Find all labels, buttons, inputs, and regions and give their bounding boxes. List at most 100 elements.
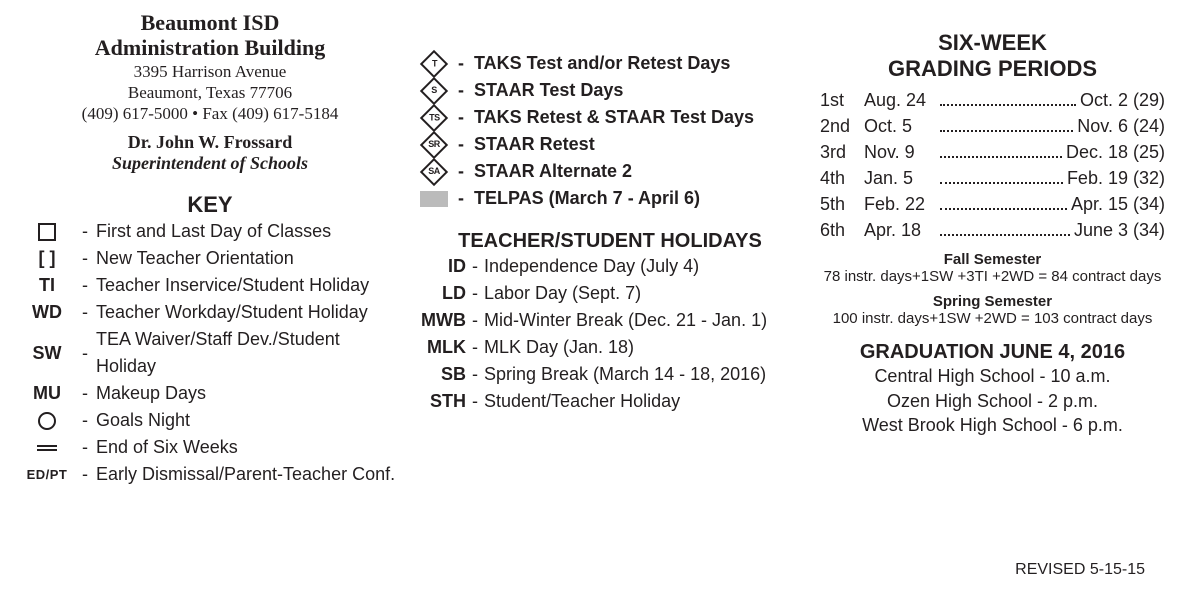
key-symbol: SW — [20, 341, 74, 365]
key-row: WD-Teacher Workday/Student Holiday — [20, 299, 400, 326]
legend-dash: - — [458, 158, 464, 185]
diamond-icon: T — [420, 49, 448, 77]
equals-icon — [37, 443, 57, 453]
holiday-desc: Independence Day (July 4) — [484, 253, 800, 280]
holiday-abbr: MLK — [420, 334, 466, 361]
key-dash: - — [82, 380, 88, 407]
holiday-desc: MLK Day (Jan. 18) — [484, 334, 800, 361]
graduation-list: Central High School - 10 a.m.Ozen High S… — [820, 364, 1165, 437]
key-desc: TEA Waiver/Staff Dev./Student Holiday — [96, 326, 400, 380]
diamond-letter: TS — [429, 111, 440, 125]
diamond-icon-wrap: SR — [420, 135, 448, 155]
legend-row: TS-TAKS Retest & STAAR Test Days — [420, 104, 800, 131]
holiday-abbr: SB — [420, 361, 466, 388]
holiday-desc: Student/Teacher Holiday — [484, 388, 800, 415]
city: Beaumont, Texas 77706 — [20, 82, 400, 103]
dot-leader-icon — [940, 90, 1076, 106]
holiday-row: LD - Labor Day (Sept. 7) — [420, 280, 800, 307]
period-row: 4thJan. 5 Feb. 19 (32) — [820, 165, 1165, 191]
key-row: ED/PT-Early Dismissal/Parent-Teacher Con… — [20, 461, 400, 488]
holiday-row: MWB - Mid-Winter Break (Dec. 21 - Jan. 1… — [420, 307, 800, 334]
holiday-list: ID - Independence Day (July 4)LD - Labor… — [420, 253, 800, 415]
legend-list: T-TAKS Test and/or Retest DaysS-STAAR Te… — [420, 50, 800, 185]
key-list: -First and Last Day of Classes[ ]-New Te… — [20, 218, 400, 488]
diamond-letter: T — [432, 57, 437, 71]
key-row: MU-Makeup Days — [20, 380, 400, 407]
legend-label: STAAR Test Days — [474, 77, 800, 104]
period-row: 2ndOct. 5 Nov. 6 (24) — [820, 113, 1165, 139]
period-end: Dec. 18 (25) — [1066, 139, 1165, 165]
period-ordinal: 2nd — [820, 113, 864, 139]
key-dash: - — [82, 461, 88, 488]
diamond-icon: SR — [420, 130, 448, 158]
graduation-line: West Brook High School - 6 p.m. — [820, 413, 1165, 437]
street: 3395 Harrison Avenue — [20, 61, 400, 82]
legend-label: STAAR Alternate 2 — [474, 158, 800, 185]
key-desc: Goals Night — [96, 407, 400, 434]
key-row: -Goals Night — [20, 407, 400, 434]
org-name: Beaumont ISD — [20, 10, 400, 35]
dot-leader-icon — [940, 220, 1070, 236]
key-symbol: [ ] — [20, 247, 74, 271]
period-ordinal: 5th — [820, 191, 864, 217]
diamond-icon: S — [420, 76, 448, 104]
key-row: [ ]-New Teacher Orientation — [20, 245, 400, 272]
key-row: -End of Six Weeks — [20, 434, 400, 461]
legend-dash: - — [458, 104, 464, 131]
key-symbol — [20, 436, 74, 460]
key-row: TI-Teacher Inservice/Student Holiday — [20, 272, 400, 299]
key-symbol: TI — [20, 274, 74, 298]
spring-semester-label: Spring Semester — [820, 293, 1165, 310]
period-end: Oct. 2 (29) — [1080, 87, 1165, 113]
holiday-row: STH - Student/Teacher Holiday — [420, 388, 800, 415]
layout-columns: Beaumont ISD Administration Building 339… — [20, 10, 1165, 488]
circle-icon — [38, 412, 56, 430]
period-ordinal: 6th — [820, 217, 864, 243]
period-start: Jan. 5 — [864, 165, 936, 191]
diamond-icon-wrap: SA — [420, 162, 448, 182]
holiday-dash: - — [472, 307, 478, 334]
key-dash: - — [82, 272, 88, 299]
revised-label: REVISED 5-15-15 — [1015, 561, 1145, 579]
key-dash: - — [82, 245, 88, 272]
key-row: -First and Last Day of Classes — [20, 218, 400, 245]
key-dash: - — [82, 218, 88, 245]
graduation-line: Ozen High School - 2 p.m. — [820, 389, 1165, 413]
diamond-letter: SR — [428, 138, 440, 152]
key-symbol: WD — [20, 301, 74, 325]
period-ordinal: 4th — [820, 165, 864, 191]
building-name: Administration Building — [20, 35, 400, 60]
period-row: 1stAug. 24Oct. 2 (29) — [820, 87, 1165, 113]
key-desc: Teacher Workday/Student Holiday — [96, 299, 400, 326]
period-row: 6thApr. 18June 3 (34) — [820, 217, 1165, 243]
holiday-dash: - — [472, 253, 478, 280]
period-end: Nov. 6 (24) — [1077, 113, 1165, 139]
diamond-letter: S — [431, 84, 437, 98]
key-symbol: MU — [20, 382, 74, 406]
holiday-desc: Labor Day (Sept. 7) — [484, 280, 800, 307]
key-heading: KEY — [20, 192, 400, 218]
superintendent-name: Dr. John W. Frossard — [20, 132, 400, 153]
dot-leader-icon — [940, 168, 1063, 184]
period-start: Oct. 5 — [864, 113, 936, 139]
key-dash: - — [82, 407, 88, 434]
square-icon — [38, 223, 56, 241]
legend-dash: - — [458, 131, 464, 158]
period-start: Feb. 22 — [864, 191, 936, 217]
period-end: Feb. 19 (32) — [1067, 165, 1165, 191]
key-desc: Teacher Inservice/Student Holiday — [96, 272, 400, 299]
holiday-desc: Mid-Winter Break (Dec. 21 - Jan. 1) — [484, 307, 800, 334]
diamond-icon-wrap: S — [420, 81, 448, 101]
holiday-dash: - — [472, 388, 478, 415]
periods-title-2: GRADING PERIODS — [820, 56, 1165, 82]
superintendent-title: Superintendent of Schools — [20, 153, 400, 174]
legend-label: STAAR Retest — [474, 131, 800, 158]
diamond-icon: TS — [420, 103, 448, 131]
legend-dash: - — [458, 50, 464, 77]
spring-semester-text: 100 instr. days+1SW +2WD = 103 contract … — [820, 310, 1165, 327]
period-end: June 3 (34) — [1074, 217, 1165, 243]
graduation-title: GRADUATION JUNE 4, 2016 — [820, 341, 1165, 364]
legend-dash: - — [458, 185, 464, 212]
telpas-label: TELPAS (March 7 - April 6) — [474, 185, 800, 212]
key-dash: - — [82, 299, 88, 326]
